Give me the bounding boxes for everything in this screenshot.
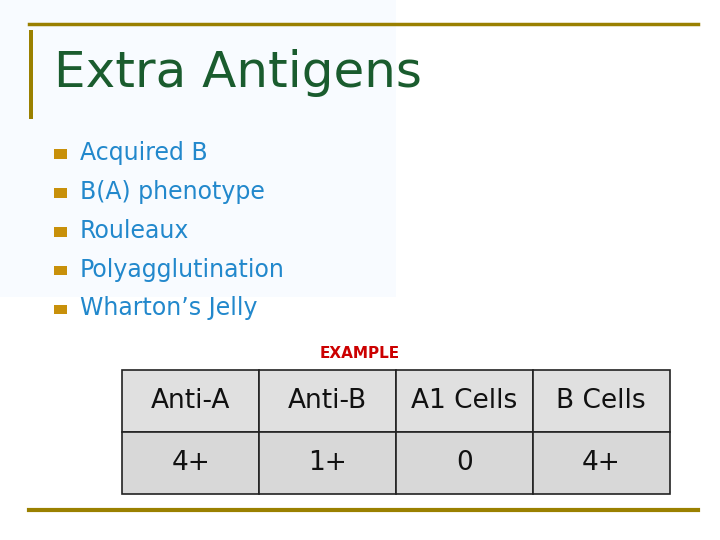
Bar: [0, 0, 396, 297]
Text: Rouleaux: Rouleaux: [80, 219, 189, 242]
Bar: [122, 370, 259, 432]
Bar: [29, 30, 33, 119]
Text: Anti-A: Anti-A: [151, 388, 230, 414]
Text: Wharton’s Jelly: Wharton’s Jelly: [80, 296, 258, 320]
Bar: [54, 305, 67, 314]
Text: Polyagglutination: Polyagglutination: [80, 258, 285, 281]
Text: 4+: 4+: [582, 450, 621, 476]
Text: 1+: 1+: [308, 450, 347, 476]
Text: B(A) phenotype: B(A) phenotype: [80, 180, 265, 204]
Text: A1 Cells: A1 Cells: [411, 388, 518, 414]
Bar: [533, 370, 670, 432]
Bar: [54, 188, 67, 198]
Text: B Cells: B Cells: [557, 388, 646, 414]
Text: 4+: 4+: [171, 450, 210, 476]
Bar: [259, 370, 396, 432]
Bar: [396, 370, 533, 432]
Bar: [533, 432, 670, 494]
Text: Acquired B: Acquired B: [80, 141, 207, 165]
Bar: [122, 432, 259, 494]
Text: Anti-B: Anti-B: [288, 388, 367, 414]
Bar: [54, 266, 67, 275]
Bar: [259, 432, 396, 494]
Bar: [396, 432, 533, 494]
Bar: [54, 149, 67, 159]
Text: EXAMPLE: EXAMPLE: [320, 346, 400, 361]
Text: 0: 0: [456, 450, 473, 476]
Text: Extra Antigens: Extra Antigens: [54, 49, 422, 97]
Bar: [54, 227, 67, 237]
